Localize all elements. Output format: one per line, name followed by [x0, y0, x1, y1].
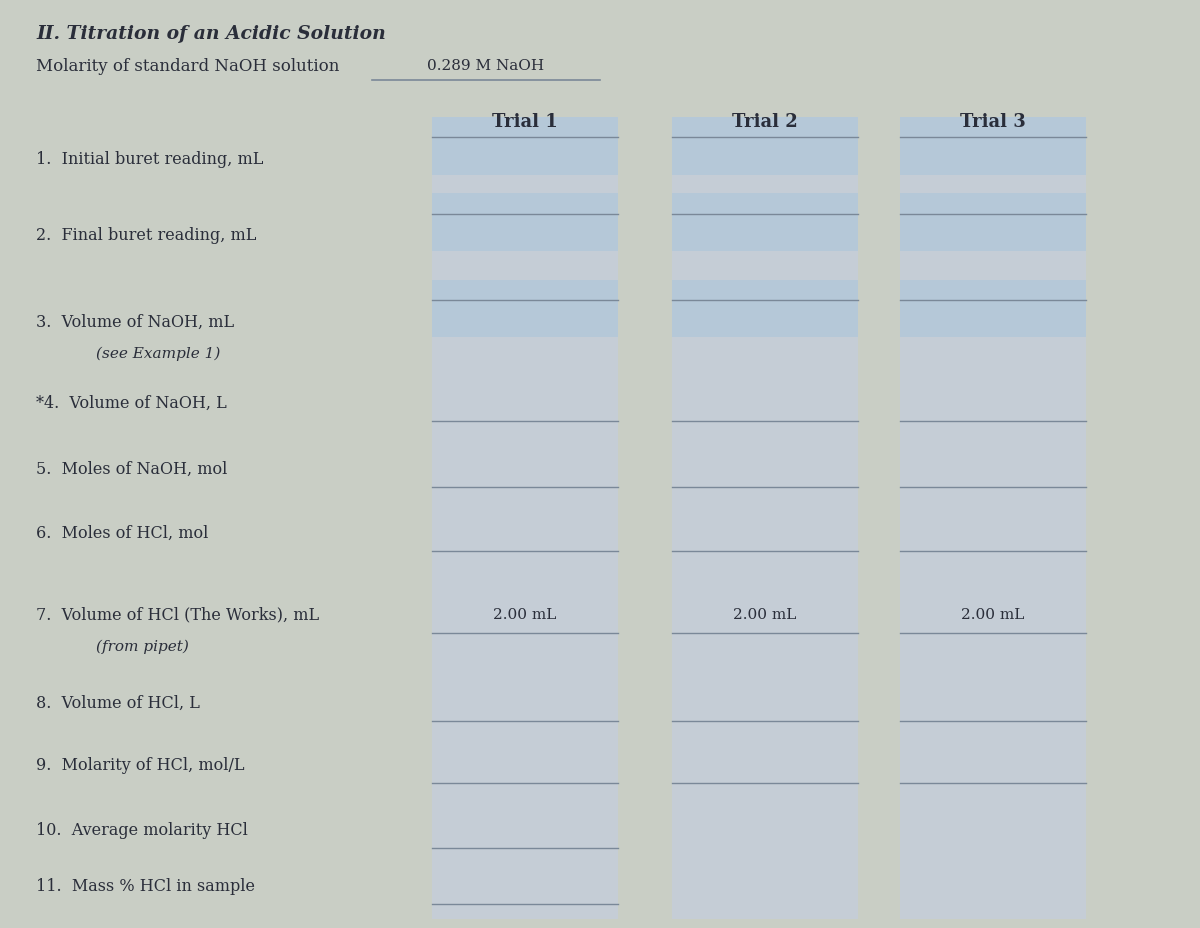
Text: II. Titration of an Acidic Solution: II. Titration of an Acidic Solution [36, 25, 385, 43]
Text: Trial 2: Trial 2 [732, 113, 798, 131]
Text: 11.  Mass % HCl in sample: 11. Mass % HCl in sample [36, 877, 256, 894]
Text: 0.289 M NaOH: 0.289 M NaOH [427, 59, 545, 73]
Text: 10.  Average molarity HCl: 10. Average molarity HCl [36, 821, 248, 838]
Text: *4.  Volume of NaOH, L: *4. Volume of NaOH, L [36, 394, 227, 411]
Text: 6.  Moles of HCl, mol: 6. Moles of HCl, mol [36, 524, 209, 541]
Text: (from pipet): (from pipet) [96, 638, 188, 653]
Bar [432, 121, 618, 919]
Bar [900, 121, 1086, 919]
Text: 3.  Volume of NaOH, mL: 3. Volume of NaOH, mL [36, 314, 234, 330]
Bar [672, 121, 858, 919]
Text: 5.  Moles of NaOH, mol: 5. Moles of NaOH, mol [36, 460, 227, 477]
Bar [900, 280, 1086, 338]
Text: 2.00 mL: 2.00 mL [493, 607, 557, 621]
Bar [432, 194, 618, 251]
Bar [672, 194, 858, 251]
Text: 2.  Final buret reading, mL: 2. Final buret reading, mL [36, 227, 257, 244]
Text: Trial 3: Trial 3 [960, 113, 1026, 131]
Text: 7.  Volume of HCl (The Works), mL: 7. Volume of HCl (The Works), mL [36, 606, 319, 623]
Bar [432, 280, 618, 338]
Bar [900, 118, 1086, 175]
Text: (see Example 1): (see Example 1) [96, 346, 221, 361]
Text: 2.00 mL: 2.00 mL [733, 607, 797, 621]
Text: 1.  Initial buret reading, mL: 1. Initial buret reading, mL [36, 151, 263, 168]
Text: 2.00 mL: 2.00 mL [961, 607, 1025, 621]
Text: 8.  Volume of HCl, L: 8. Volume of HCl, L [36, 694, 200, 711]
Bar [432, 118, 618, 175]
Text: Trial 1: Trial 1 [492, 113, 558, 131]
Text: 9.  Molarity of HCl, mol/L: 9. Molarity of HCl, mol/L [36, 756, 245, 773]
Text: Molarity of standard NaOH solution: Molarity of standard NaOH solution [36, 58, 340, 74]
Bar [900, 194, 1086, 251]
Bar [672, 280, 858, 338]
Bar [672, 118, 858, 175]
